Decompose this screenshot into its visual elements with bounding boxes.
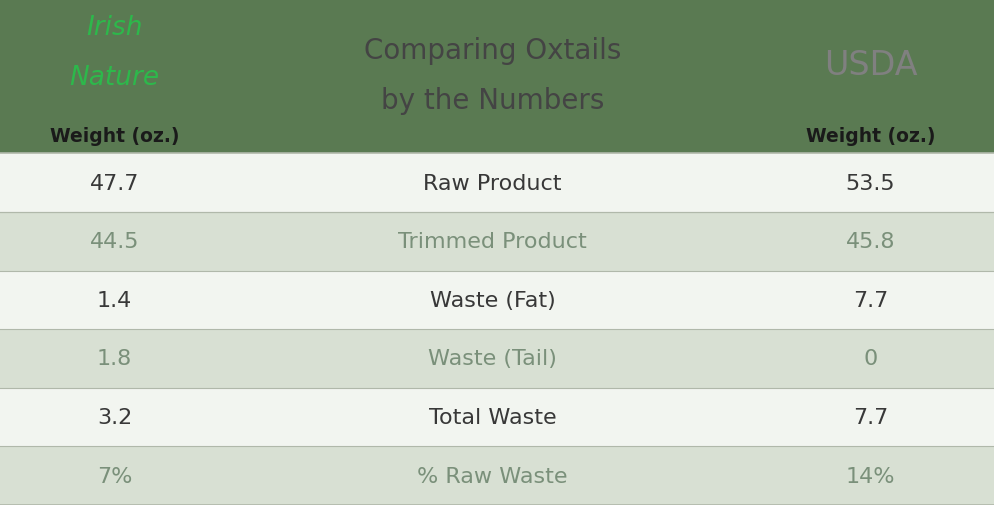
Text: Irish: Irish (86, 15, 142, 41)
Bar (0, 154, 994, 213)
Text: 0: 0 (863, 349, 877, 369)
Text: 44.5: 44.5 (89, 232, 139, 252)
Text: Waste (Fat): Waste (Fat) (429, 290, 555, 310)
Text: 7.7: 7.7 (852, 407, 888, 427)
Bar (0, 0, 994, 154)
Text: USDA: USDA (823, 49, 916, 82)
Text: Waste (Tail): Waste (Tail) (427, 349, 557, 369)
Bar (0, 446, 994, 505)
Text: Total Waste: Total Waste (428, 407, 556, 427)
Text: 3.2: 3.2 (96, 407, 132, 427)
Bar (0, 271, 994, 329)
Bar (0, 388, 994, 446)
Text: Weight (oz.): Weight (oz.) (50, 127, 179, 146)
Text: 45.8: 45.8 (845, 232, 895, 252)
Text: 1.8: 1.8 (96, 349, 132, 369)
Text: 7%: 7% (96, 466, 132, 486)
Text: 1.4: 1.4 (96, 290, 132, 310)
Bar (0, 329, 994, 388)
Text: 7.7: 7.7 (852, 290, 888, 310)
Text: by the Numbers: by the Numbers (381, 87, 603, 115)
Text: Weight (oz.): Weight (oz.) (805, 127, 934, 146)
Text: % Raw Waste: % Raw Waste (416, 466, 568, 486)
Text: Comparing Oxtails: Comparing Oxtails (364, 36, 620, 65)
Text: 14%: 14% (845, 466, 895, 486)
Text: Raw Product: Raw Product (422, 173, 562, 193)
Text: 53.5: 53.5 (845, 173, 895, 193)
Text: 47.7: 47.7 (89, 173, 139, 193)
Bar (0, 213, 994, 271)
Text: Nature: Nature (70, 65, 159, 91)
Text: Trimmed Product: Trimmed Product (398, 232, 586, 252)
